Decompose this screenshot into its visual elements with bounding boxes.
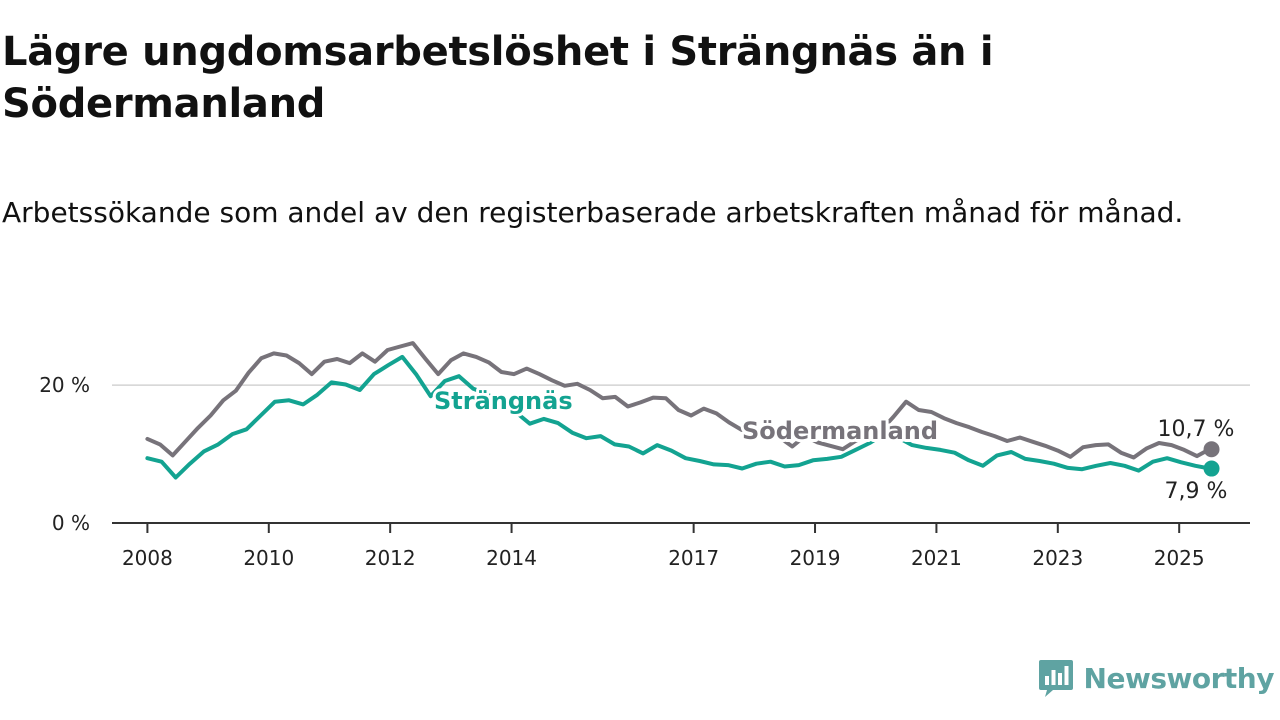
x-tick-label: 2023 <box>1032 546 1083 570</box>
series-line-sodermanland <box>145 341 1212 460</box>
brand-logo: Newsworthy <box>1038 658 1275 698</box>
bar-chart-speech-icon <box>1038 660 1073 697</box>
series-end-point <box>1203 460 1220 477</box>
x-tick-label: 2012 <box>365 546 416 570</box>
series-end-point <box>1203 441 1220 458</box>
x-tick-label: 2021 <box>911 546 962 570</box>
y-tick-label: 0 % <box>52 511 90 535</box>
chart-subtitle: Arbetssökande som andel av den registerb… <box>2 196 1184 229</box>
x-tick-label: 2019 <box>790 546 841 570</box>
x-tick-label: 2017 <box>668 546 719 570</box>
chart-title: Lägre ungdomsarbetslöshet i Strängnäs än… <box>2 29 994 127</box>
x-tick-label: 2008 <box>122 546 173 570</box>
series-label-sodermanland: Södermanland <box>742 417 938 445</box>
x-tick-label: 2014 <box>486 546 537 570</box>
end-value-label-sodermanland: 10,7 % <box>1158 417 1235 442</box>
series-line-strangnas <box>145 354 1212 480</box>
x-tick-label: 2010 <box>243 546 294 570</box>
end-value-label-strangnas: 7,9 % <box>1165 479 1228 504</box>
brand-name: Newsworthy <box>1083 661 1275 695</box>
x-tick-label: 2025 <box>1154 546 1205 570</box>
y-tick-label: 20 % <box>39 373 90 397</box>
series-label-strangnas: Strängnäs <box>434 387 573 415</box>
